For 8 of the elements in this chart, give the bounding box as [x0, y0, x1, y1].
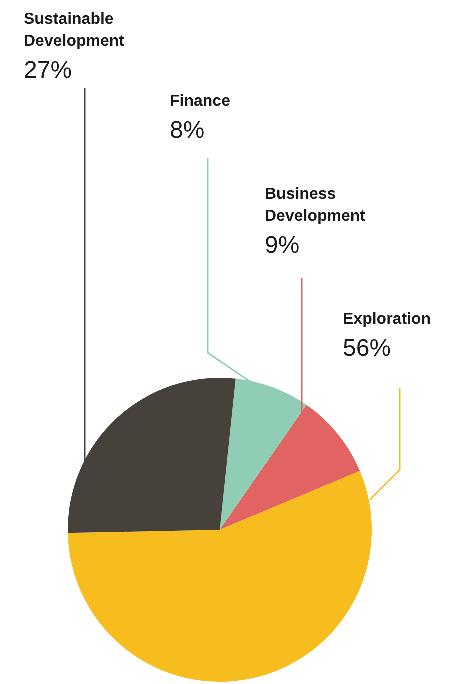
slice-label: Exploration — [343, 311, 432, 328]
data-label: 27% — [24, 57, 72, 84]
data-label: 9% — [265, 232, 300, 259]
data-label: 56% — [343, 335, 392, 362]
slice-label: Business Development — [265, 186, 366, 225]
slice-label: Finance — [170, 93, 231, 110]
data-label: 8% — [170, 117, 205, 144]
slice-label: Sustainable Development — [24, 11, 126, 50]
